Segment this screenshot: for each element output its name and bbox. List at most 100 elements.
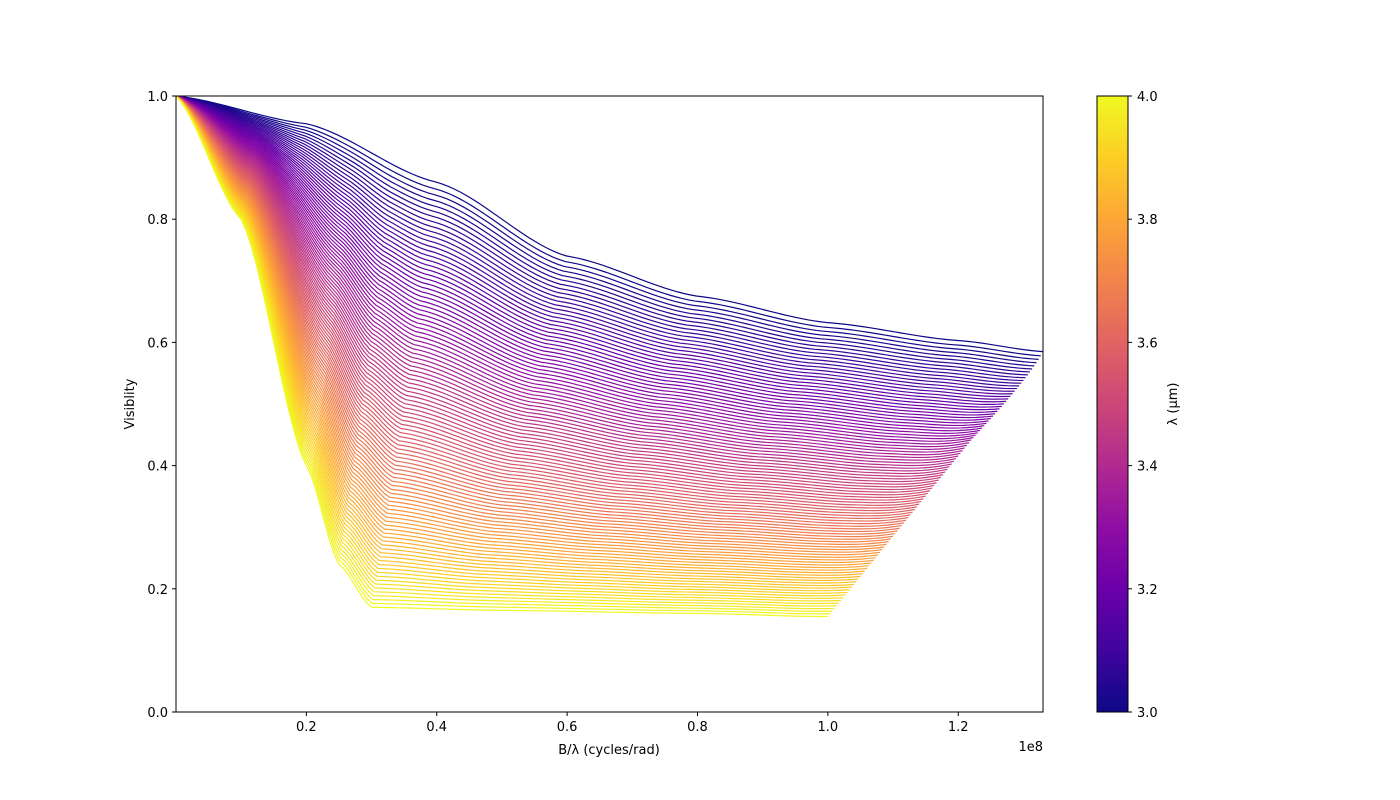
wavelength-curve — [176, 96, 922, 506]
wavelength-curve — [176, 96, 918, 512]
wavelength-curve — [176, 96, 1002, 408]
x-tick-label: 0.2 — [296, 720, 317, 735]
wavelength-curve — [176, 96, 828, 618]
wavelength-curve — [176, 96, 941, 483]
wavelength-curve — [176, 96, 1013, 395]
wavelength-curve — [176, 96, 970, 448]
wavelength-curve — [176, 96, 878, 558]
colorbar-label: λ (μm) — [1166, 383, 1181, 426]
wavelength-curve — [176, 96, 946, 477]
wavelength-curve — [176, 96, 1033, 370]
wavelength-curve — [176, 96, 913, 517]
wavelength-curve — [176, 96, 881, 556]
y-axis: 0.0 0.2 0.4 0.6 0.8 1.0 — [147, 90, 176, 721]
wavelength-curve — [176, 96, 1026, 379]
wavelength-curve — [176, 96, 861, 579]
wavelength-curve — [176, 96, 1000, 411]
wavelength-curve — [176, 96, 944, 480]
y-axis-label: Visiblity — [123, 378, 138, 429]
wavelength-curve — [176, 96, 907, 525]
wavelength-curve — [176, 96, 863, 576]
y-tick-label: 0.0 — [147, 706, 168, 721]
wavelength-curve — [176, 96, 1030, 373]
wavelength-curve — [176, 96, 1009, 400]
x-axis: 0.2 0.4 0.6 0.8 1.0 1.2 — [296, 712, 969, 735]
wavelength-curve — [176, 96, 948, 475]
wavelength-curve — [176, 96, 848, 594]
wavelength-curve — [176, 96, 905, 527]
wavelength-curve — [176, 96, 1043, 353]
wavelength-curve — [176, 96, 865, 574]
colorbar-ticks: 3.0 3.2 3.4 3.6 3.8 4.0 — [1128, 90, 1158, 721]
wavelength-curve — [176, 96, 839, 605]
colorbar-tick-label: 4.0 — [1137, 90, 1158, 105]
wavelength-curve — [176, 96, 859, 582]
wavelength-curve — [176, 96, 1041, 357]
curve-family — [176, 96, 1043, 618]
wavelength-curve — [176, 96, 831, 615]
plot-frame — [175, 95, 1044, 713]
wavelength-curve — [176, 96, 846, 597]
wavelength-curve — [176, 96, 1039, 360]
wavelength-curve — [176, 96, 887, 548]
wavelength-curve — [176, 96, 1024, 382]
wavelength-curve — [176, 96, 885, 551]
wavelength-curve — [176, 96, 1020, 387]
wavelength-curve — [176, 96, 883, 553]
wavelength-curve — [176, 96, 994, 419]
wavelength-curve — [176, 96, 937, 488]
x-tick-label: 1.2 — [948, 720, 969, 735]
wavelength-curve — [176, 96, 965, 453]
wavelength-curve — [176, 96, 952, 469]
x-tick-label: 1.0 — [818, 720, 839, 735]
wavelength-curve — [176, 96, 891, 543]
wavelength-curve — [176, 96, 963, 456]
wavelength-curve — [176, 96, 1028, 376]
wavelength-curve — [176, 96, 889, 546]
wavelength-curve — [176, 96, 896, 538]
x-axis-label: B/λ (cycles/rad) — [558, 743, 660, 758]
wavelength-curve — [176, 96, 920, 509]
x-tick-label: 0.4 — [426, 720, 447, 735]
wavelength-curve — [176, 96, 844, 599]
wavelength-curve — [176, 96, 998, 413]
wavelength-curve — [176, 96, 950, 472]
wavelength-curve — [176, 96, 911, 520]
wavelength-curve — [176, 96, 972, 445]
wavelength-curve — [176, 96, 1022, 384]
wavelength-curve — [176, 96, 957, 464]
wavelength-curve — [176, 96, 991, 421]
y-tick-label: 0.8 — [147, 213, 168, 228]
y-tick-label: 0.2 — [147, 583, 168, 598]
wavelength-curve — [176, 96, 1011, 398]
wavelength-curve — [176, 96, 955, 467]
wavelength-curve — [176, 96, 928, 499]
wavelength-curve — [176, 96, 902, 530]
wavelength-curve — [176, 96, 976, 440]
colorbar-tick-label: 3.8 — [1137, 213, 1158, 228]
colorbar-tick-label: 3.2 — [1137, 583, 1158, 598]
wavelength-curve — [176, 96, 974, 442]
wavelength-curve — [176, 96, 959, 461]
wavelength-curve — [176, 96, 841, 602]
wavelength-curve — [176, 96, 898, 535]
wavelength-curve — [176, 96, 968, 450]
wavelength-curve — [176, 96, 874, 564]
wavelength-curve — [176, 96, 857, 584]
wavelength-curve — [176, 96, 935, 491]
wavelength-curve — [176, 96, 894, 540]
wavelength-curve — [176, 96, 996, 416]
wavelength-curve — [176, 96, 854, 587]
x-tick-label: 0.8 — [687, 720, 708, 735]
x-axis-offset-text: 1e8 — [1018, 740, 1043, 755]
wavelength-curve — [176, 96, 1004, 406]
wavelength-curve — [176, 96, 933, 493]
wavelength-curve — [176, 96, 837, 607]
y-tick-label: 0.4 — [147, 460, 168, 475]
wavelength-curve — [176, 96, 987, 427]
y-tick-label: 1.0 — [147, 90, 168, 105]
wavelength-curve — [176, 96, 989, 424]
wavelength-curve — [176, 96, 850, 592]
wavelength-curve — [176, 96, 1035, 367]
